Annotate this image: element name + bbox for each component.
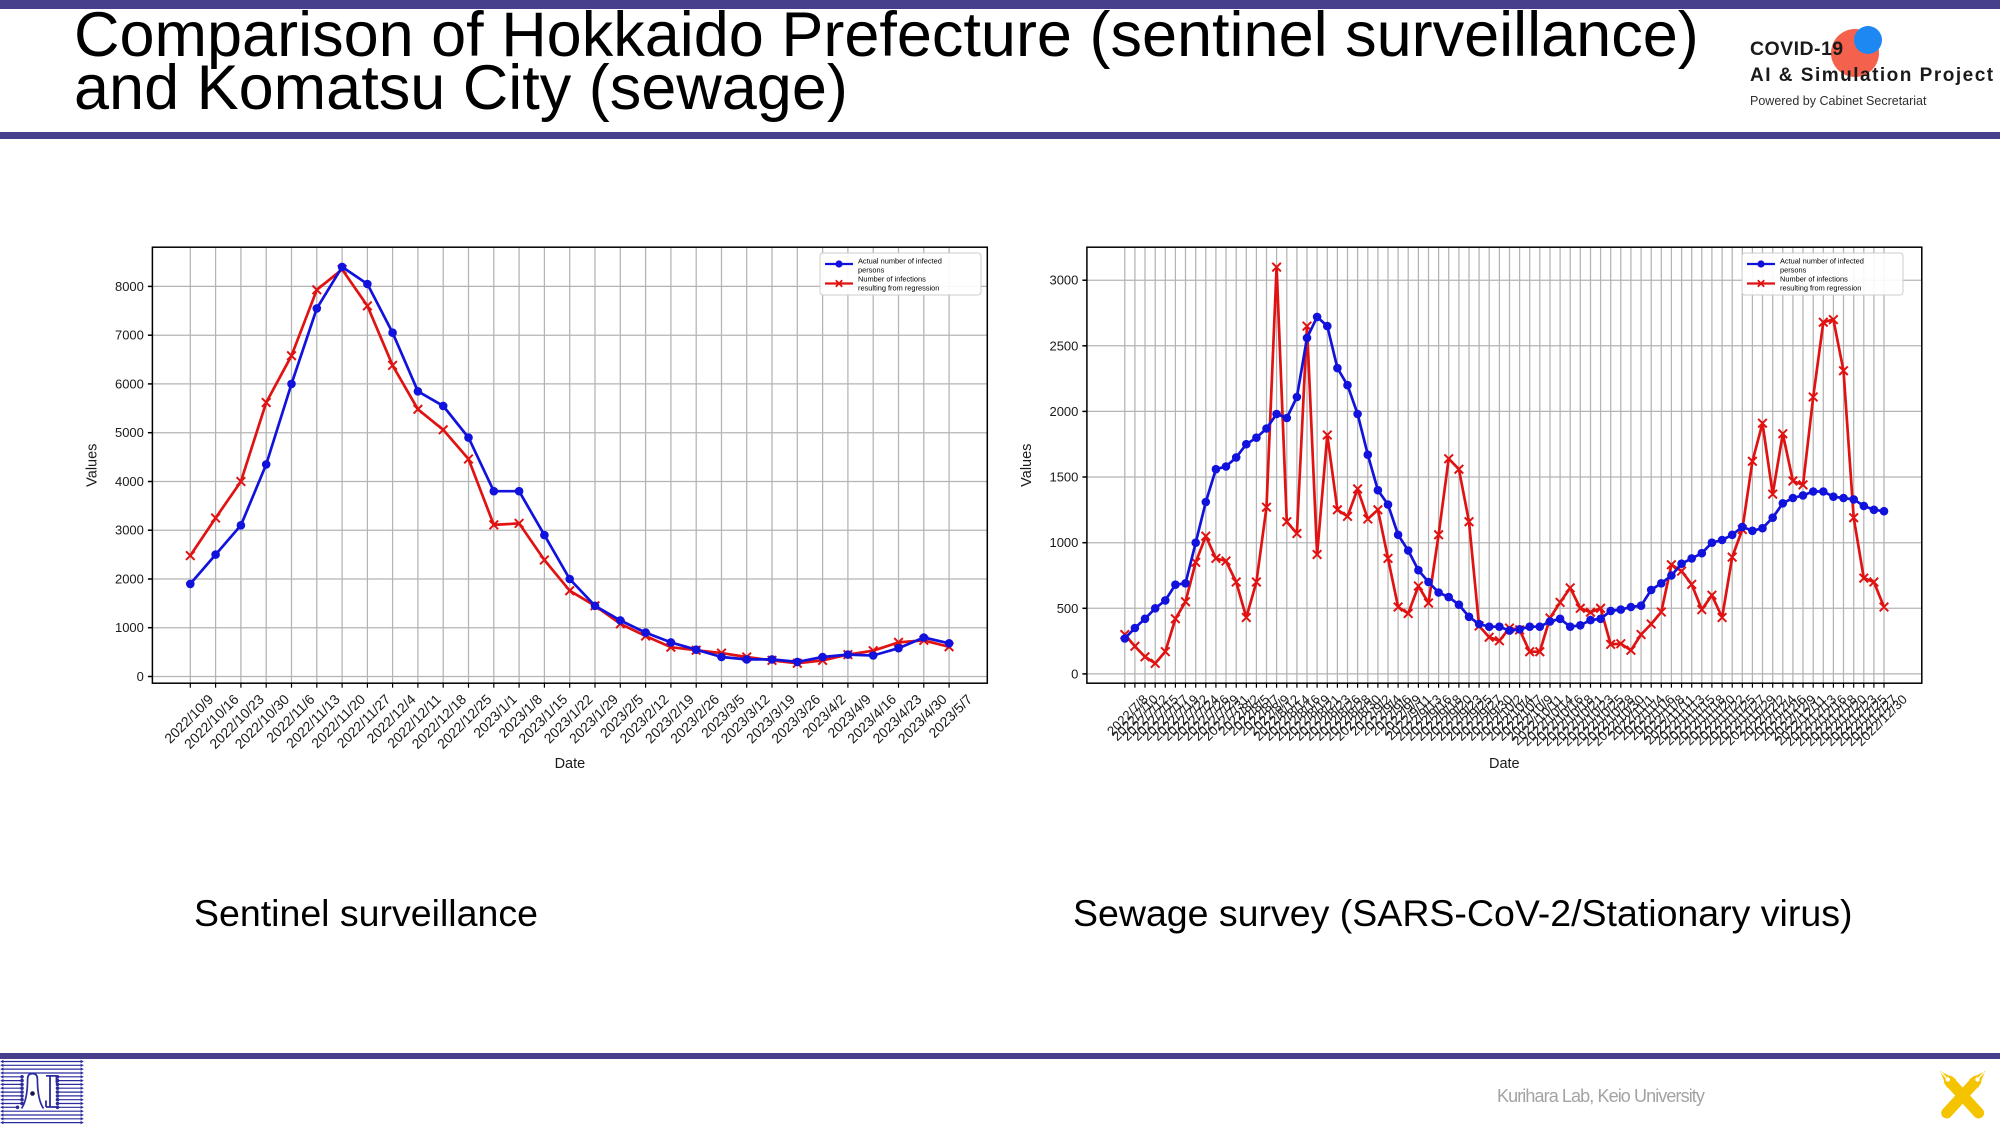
svg-text:Actual number of infected: Actual number of infected — [1780, 257, 1864, 266]
svg-text:Values: Values — [84, 444, 100, 487]
svg-text:resulting from regression: resulting from regression — [858, 284, 939, 293]
svg-text:persons: persons — [858, 266, 885, 275]
svg-text:3000: 3000 — [115, 523, 144, 538]
svg-text:persons: persons — [1780, 266, 1807, 275]
svg-text:8000: 8000 — [115, 279, 144, 294]
svg-text:6000: 6000 — [115, 376, 144, 391]
svg-text:500: 500 — [1057, 601, 1079, 616]
svg-text:resulting from regression: resulting from regression — [1780, 284, 1861, 293]
svg-text:0: 0 — [1071, 666, 1078, 681]
svg-text:2000: 2000 — [115, 572, 144, 587]
svg-text:Date: Date — [555, 756, 586, 772]
svg-text:5000: 5000 — [115, 425, 144, 440]
svg-text:Values: Values — [1019, 444, 1035, 487]
svg-text:7000: 7000 — [115, 328, 144, 343]
svg-text:1500: 1500 — [1049, 470, 1078, 485]
svg-text:Date: Date — [1489, 756, 1520, 772]
svg-text:2000: 2000 — [1049, 404, 1078, 419]
svg-text:Actual number of infected: Actual number of infected — [858, 257, 942, 266]
svg-text:3000: 3000 — [1049, 273, 1078, 288]
svg-text:0: 0 — [137, 669, 144, 684]
svg-text:Number of infections: Number of infections — [858, 275, 926, 284]
svg-text:1000: 1000 — [1049, 535, 1078, 550]
svg-text:2500: 2500 — [1049, 338, 1078, 353]
svg-text:4000: 4000 — [115, 474, 144, 489]
svg-text:1000: 1000 — [115, 620, 144, 635]
svg-text:Number of infections: Number of infections — [1780, 275, 1848, 284]
